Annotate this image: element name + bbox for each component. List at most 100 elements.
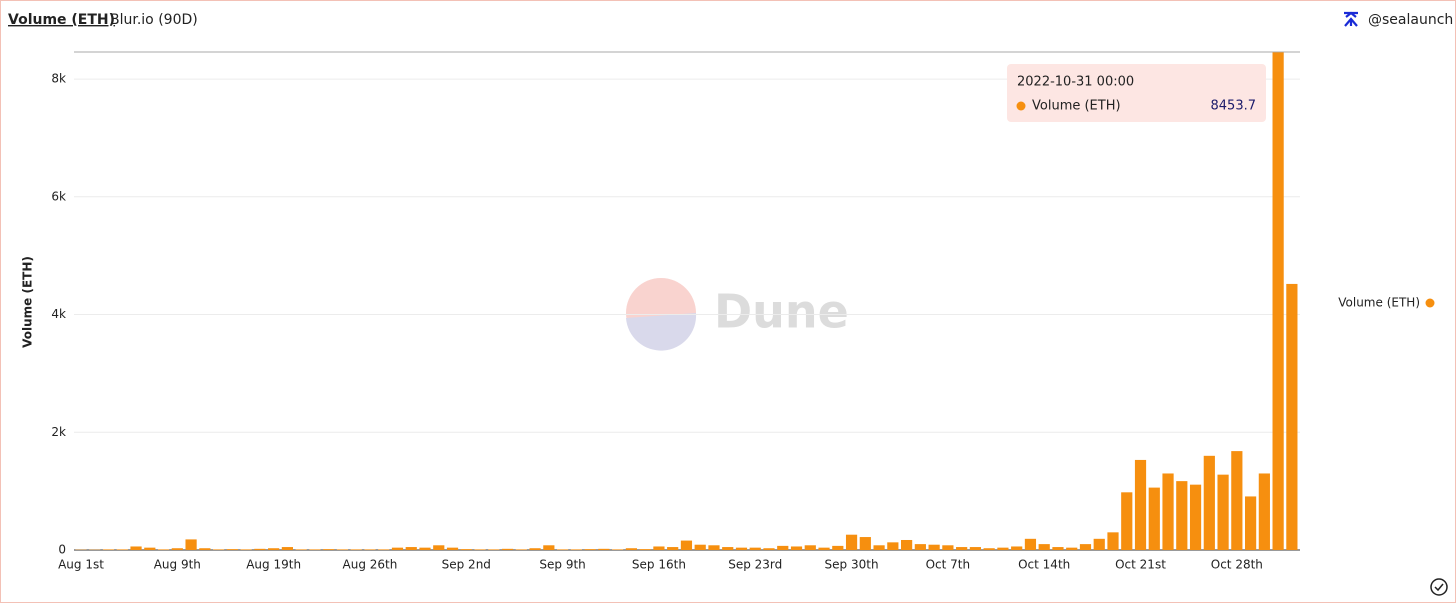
bar	[1245, 496, 1257, 550]
x-tick-label: Oct 21st	[1115, 558, 1166, 572]
y-tick-label: 0	[58, 543, 66, 557]
bar	[185, 539, 197, 550]
bar	[845, 534, 858, 550]
bar	[309, 549, 321, 550]
tooltip-box	[1007, 64, 1266, 122]
tooltip-series: Volume (ETH)	[1032, 99, 1121, 114]
tab-title[interactable]: Volume (ETH)	[8, 12, 115, 28]
bar	[777, 545, 789, 550]
bar	[199, 548, 211, 550]
bar	[391, 547, 404, 550]
legend-entry[interactable]: Volume (ETH)	[1338, 296, 1420, 310]
bar	[1176, 481, 1188, 550]
bar	[488, 549, 500, 550]
bar	[653, 546, 665, 550]
bar	[735, 547, 748, 550]
bar	[983, 548, 995, 550]
bar	[598, 548, 610, 550]
bar	[570, 549, 582, 550]
bar	[859, 537, 871, 550]
bar	[1189, 484, 1202, 550]
x-tick-label: Sep 2nd	[442, 558, 491, 572]
bar	[914, 544, 926, 550]
bar	[350, 549, 362, 550]
bar	[708, 545, 720, 550]
y-tick-label: 6k	[51, 189, 66, 203]
legend-marker	[1425, 298, 1435, 308]
bar	[419, 547, 431, 550]
bar	[130, 546, 142, 550]
status-icon	[1430, 578, 1448, 596]
x-tick-label: Sep 23rd	[728, 558, 782, 572]
y-tick-label: 8k	[51, 72, 66, 86]
bar	[474, 549, 486, 550]
bar	[446, 547, 459, 550]
bar	[213, 549, 225, 550]
bar	[680, 540, 693, 550]
bar	[1203, 455, 1215, 550]
tooltip-value: 8453.7	[1211, 99, 1257, 114]
x-tick-label: Aug 1st	[58, 558, 104, 572]
status-check	[1434, 583, 1444, 592]
bar	[529, 548, 541, 550]
bar	[901, 539, 913, 550]
bar	[942, 545, 954, 550]
bar	[543, 545, 555, 550]
x-tick-label: Oct 14th	[1018, 558, 1070, 572]
x-tick-label: Sep 16th	[632, 558, 686, 572]
bar	[1148, 487, 1160, 550]
bar	[722, 547, 734, 550]
bar	[364, 549, 376, 550]
bar	[102, 549, 115, 550]
x-tick-label: Sep 30th	[825, 558, 879, 572]
x-tick-label: Aug 19th	[246, 558, 301, 572]
watermark-text: Dune	[714, 285, 849, 339]
x-tick-label: Oct 7th	[926, 558, 971, 572]
bar	[584, 549, 596, 550]
bar	[240, 549, 252, 550]
tooltip-title: 2022-10-31 00:00	[1017, 75, 1134, 90]
bar	[1024, 538, 1037, 550]
tooltip: 2022-10-31 00:00 Volume (ETH) 8453.7	[1007, 64, 1266, 122]
bar	[1093, 538, 1105, 550]
y-tick-label: 2k	[51, 425, 66, 439]
bar	[1134, 459, 1147, 550]
bar	[226, 549, 238, 550]
bar	[639, 549, 651, 550]
bar	[873, 545, 885, 550]
bar	[804, 545, 816, 550]
bar	[790, 546, 803, 550]
bar	[1107, 532, 1119, 550]
bar	[1011, 546, 1023, 550]
bar	[433, 545, 445, 550]
bar	[956, 547, 968, 550]
bar	[612, 549, 624, 550]
bar	[1162, 473, 1174, 550]
bar	[405, 547, 417, 550]
x-tick-label: Aug 9th	[154, 558, 201, 572]
x-tick-label: Oct 28th	[1211, 558, 1263, 572]
bar	[281, 547, 293, 550]
bar	[1079, 544, 1092, 550]
subtitle: Blur.io (90D)	[110, 12, 198, 28]
bar	[625, 548, 637, 550]
bar	[378, 549, 390, 550]
bar	[887, 542, 899, 550]
bar	[1038, 544, 1050, 550]
bar	[501, 548, 514, 550]
bar	[157, 549, 170, 550]
bar	[763, 548, 775, 550]
author[interactable]: @sealaunch	[1368, 12, 1453, 28]
bar	[1121, 492, 1133, 550]
bar	[336, 549, 349, 550]
bar	[1052, 547, 1064, 550]
bar	[116, 549, 128, 550]
bar	[254, 548, 266, 550]
author-icon	[1344, 11, 1358, 27]
bar	[515, 549, 527, 550]
bar	[268, 548, 280, 550]
bar	[1231, 451, 1243, 550]
y-tick-label: 4k	[51, 307, 66, 321]
bar	[694, 544, 706, 550]
bar	[749, 547, 761, 550]
